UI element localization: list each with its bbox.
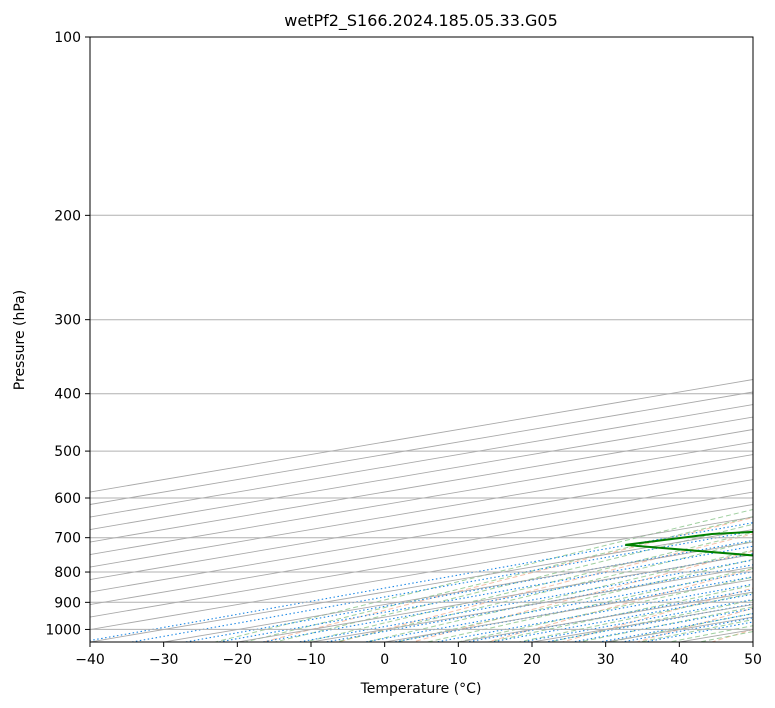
isotherm [90, 391, 753, 505]
mixing-ratio-line [90, 522, 753, 642]
isotherm [756, 24, 775, 654]
isotherm [90, 429, 753, 543]
isotherm [750, 641, 753, 642]
isotherm [234, 554, 753, 642]
dry-adiabat [336, 533, 753, 642]
x-tick-label: 40 [670, 652, 688, 668]
moist-adiabat [486, 584, 753, 642]
isotherm [382, 579, 753, 642]
isotherm [90, 479, 753, 593]
mixing-ratio-line [259, 553, 753, 642]
y-axis-label: Pressure (hPa) [12, 290, 28, 390]
x-tick-label: −30 [149, 652, 179, 668]
x-tick-label: −40 [75, 652, 105, 668]
y-tick-label: 700 [54, 531, 81, 547]
moist-adiabat [272, 523, 753, 642]
x-tick-label: −10 [296, 652, 326, 668]
y-tick-label: 600 [54, 491, 81, 507]
isotherm [603, 616, 753, 642]
isotherm [90, 454, 753, 568]
dry-adiabat [635, 607, 753, 642]
isotherm [161, 541, 753, 642]
y-axis-ticks: 100 200 300 400 500 600 700 800 900 1000 [45, 30, 90, 638]
x-tick-label: 0 [380, 652, 389, 668]
isotherm [308, 566, 753, 642]
y-tick-label: 100 [54, 30, 81, 46]
moist-adiabat [455, 576, 753, 642]
y-tick-label: 800 [54, 565, 81, 581]
y-tick-label: 300 [54, 313, 81, 329]
isotherm [90, 416, 753, 530]
isotherm [90, 529, 753, 642]
isotherm [529, 604, 753, 642]
moist-adiabat [546, 599, 753, 642]
moist-adiabat [363, 549, 753, 642]
y-tick-label: 500 [54, 444, 81, 460]
isotherm [90, 441, 753, 555]
isotherm [90, 466, 753, 580]
isotherm [90, 379, 753, 493]
y-tick-label: 900 [54, 595, 81, 611]
x-axis-ticks: −40 −30 −20 −10 0 10 20 30 40 50 [75, 642, 762, 668]
mixing-ratio-line [128, 530, 753, 642]
isotherm [455, 591, 753, 642]
y-tick-label: 200 [54, 208, 81, 224]
isotherm [90, 491, 753, 605]
x-tick-label: 50 [744, 652, 762, 668]
chart-title: wetPf2_S166.2024.185.05.33.G05 [284, 11, 558, 31]
moist-adiabat [333, 540, 753, 642]
isotherm [90, 504, 753, 618]
x-tick-label: −20 [223, 652, 253, 668]
moist-adiabat [425, 567, 753, 642]
y-tick-label: 1000 [45, 622, 81, 638]
dry-adiabat [261, 517, 753, 642]
moist-adiabat [577, 606, 753, 642]
mixing-ratio-line [619, 617, 753, 642]
pressure-gridlines [90, 37, 753, 630]
x-tick-label: 10 [449, 652, 467, 668]
isotherms [90, 24, 775, 654]
x-tick-label: 20 [523, 652, 541, 668]
mixing-ratio-line [362, 571, 753, 642]
x-axis-label: Temperature (°C) [360, 681, 482, 697]
mixing-ratio-line [433, 583, 753, 642]
moist-adiabat [696, 631, 753, 642]
plot-area: 0.10.20.40.611.52346810131620253036-100-… [90, 24, 775, 654]
isotherm [90, 516, 753, 630]
mixing-ratio-line [295, 559, 753, 642]
y-tick-label: 400 [54, 387, 81, 403]
isotherm [90, 404, 753, 518]
moist-adiabat [394, 558, 753, 642]
plot-frame [89, 36, 754, 643]
x-tick-label: 30 [597, 652, 615, 668]
dry-adiabats [261, 517, 753, 642]
moist-adiabat [637, 619, 753, 642]
moist-adiabat [607, 612, 753, 642]
moist-adiabat [516, 592, 753, 642]
